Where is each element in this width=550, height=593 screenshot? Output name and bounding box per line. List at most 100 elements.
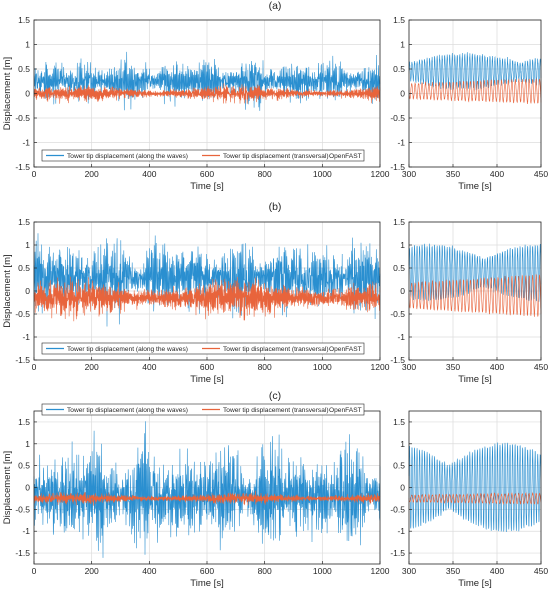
y-tick-label: -1 [397, 526, 405, 536]
x-tick-label: 0 [32, 362, 37, 372]
x-tick-label: 300 [402, 169, 416, 179]
legend-suffix: OpenFAST [329, 153, 362, 160]
x-tick-label: 300 [402, 566, 416, 576]
legend-label-transversal: Tower tip displacement (transversal) [223, 407, 329, 414]
x-tick-label: 200 [85, 362, 99, 372]
y-tick-label: -0.5 [15, 113, 30, 123]
x-tick-label: 350 [446, 169, 460, 179]
y-tick-label: 0.5 [18, 461, 30, 471]
x-tick-label: 350 [446, 566, 460, 576]
x-axis-label: Time [s] [458, 181, 491, 192]
y-tick-label: 1 [25, 439, 30, 449]
y-tick-label: -1 [22, 332, 30, 342]
y-tick-label: -1.5 [390, 548, 405, 558]
x-tick-label: 800 [258, 362, 272, 372]
x-tick-label: 1000 [313, 566, 332, 576]
y-tick-label: -1.5 [390, 355, 405, 365]
x-tick-label: 600 [200, 362, 214, 372]
y-tick-label: 0 [25, 89, 30, 99]
panel-label: (b) [269, 201, 282, 213]
zoom-panel-a: 300 350 400 450 -1.5 -1 -0.5 0 0.5 1 1.5 Time [s] [390, 15, 548, 192]
x-tick-label: 450 [534, 566, 548, 576]
y-tick-label: -0.5 [15, 504, 30, 514]
y-tick-label: 1.5 [393, 217, 405, 227]
x-tick-label: 400 [142, 566, 156, 576]
y-axis-label: Displacement [m] [2, 451, 13, 524]
x-tick-label: 0 [32, 566, 37, 576]
y-tick-label: -0.5 [390, 504, 405, 514]
x-tick-label: 1200 [371, 362, 390, 372]
y-tick-label: 0.5 [393, 64, 405, 74]
zoom-series-along-waves [408, 243, 542, 302]
x-tick-label: 300 [402, 362, 416, 372]
x-tick-label: 400 [142, 169, 156, 179]
y-tick-label: 1 [400, 40, 405, 50]
x-tick-label: 1000 [313, 169, 332, 179]
x-tick-label: 450 [534, 362, 548, 372]
y-tick-label: -1.5 [15, 548, 30, 558]
y-tick-label: 1.5 [18, 417, 30, 427]
legend-label-along: Tower tip displacement (along the waves) [67, 346, 188, 353]
x-tick-label: 1200 [371, 169, 390, 179]
y-tick-label: 0 [400, 483, 405, 493]
series-transversal [33, 276, 381, 322]
x-tick-label: 450 [534, 169, 548, 179]
y-tick-label: 1 [400, 439, 405, 449]
y-tick-label: 0 [25, 483, 30, 493]
series-along-waves [33, 233, 381, 327]
legend-suffix: OpenFAST [329, 346, 362, 353]
series-transversal [33, 83, 381, 104]
y-tick-label: 1.5 [18, 15, 30, 25]
y-tick-label: 1 [400, 240, 405, 250]
y-tick-label: 0 [400, 89, 405, 99]
y-tick-label: 0.5 [393, 263, 405, 273]
y-tick-label: -0.5 [390, 113, 405, 123]
x-tick-label: 400 [490, 566, 504, 576]
x-tick-label: 1000 [313, 362, 332, 372]
y-tick-label: 0.5 [18, 263, 30, 273]
y-tick-label: -1.5 [390, 162, 405, 172]
y-tick-label: 1.5 [393, 417, 405, 427]
y-tick-label: 1.5 [393, 15, 405, 25]
y-tick-label: 0 [25, 286, 30, 296]
x-tick-label: 800 [258, 566, 272, 576]
zoom-series-transversal [408, 274, 542, 317]
y-tick-label: -1 [22, 138, 30, 148]
panel-a: (a)0 200 400 600 800 1000 1200-1.5-1-0.500.511… [2, 0, 548, 192]
legend-label-along: Tower tip displacement (along the waves) [67, 407, 188, 414]
zoom-series-transversal [408, 492, 542, 505]
zoom-panel-c: 300 350 400 450 -1.5 -1 -0.5 0 0.5 1 1.5 Time [s] [390, 410, 548, 589]
series-along-waves [33, 421, 381, 558]
zoom-series-transversal [408, 78, 542, 105]
x-axis-label: Time [s] [190, 181, 223, 192]
panel-label: (c) [269, 390, 281, 402]
x-tick-label: 350 [446, 362, 460, 372]
x-axis-label: Time [s] [458, 374, 491, 385]
y-tick-label: -1 [397, 138, 405, 148]
y-tick-label: 0.5 [393, 461, 405, 471]
y-tick-label: -1.5 [15, 162, 30, 172]
y-tick-label: -0.5 [390, 309, 405, 319]
x-tick-label: 800 [258, 169, 272, 179]
zoom-panel-b: 300 350 400 450 -1.5 -1 -0.5 0 0.5 1 1.5 Time [s] [390, 217, 548, 385]
x-tick-label: 200 [85, 566, 99, 576]
legend-label-transversal: Tower tip displacement (transversal) [223, 153, 329, 160]
series-along-waves [33, 51, 381, 111]
y-tick-label: -1 [397, 332, 405, 342]
x-axis-label: Time [s] [458, 578, 491, 589]
x-tick-label: 1200 [371, 566, 390, 576]
y-axis-label: Displacement [m] [2, 57, 13, 130]
y-axis-label: Displacement [m] [2, 254, 13, 327]
x-tick-label: 400 [142, 362, 156, 372]
x-axis-label: Time [s] [190, 578, 223, 589]
y-tick-label: 0.5 [18, 64, 30, 74]
x-tick-label: 400 [490, 169, 504, 179]
legend-label-along: Tower tip displacement (along the waves) [67, 153, 188, 160]
x-tick-label: 600 [200, 169, 214, 179]
y-tick-label: 0 [400, 286, 405, 296]
y-tick-label: 1 [25, 240, 30, 250]
y-tick-label: -1.5 [15, 355, 30, 365]
x-axis-label: Time [s] [190, 374, 223, 385]
panel-b: (b)0 200 400 600 800 1000 1200-1.5-1-0.500.511… [2, 201, 548, 385]
